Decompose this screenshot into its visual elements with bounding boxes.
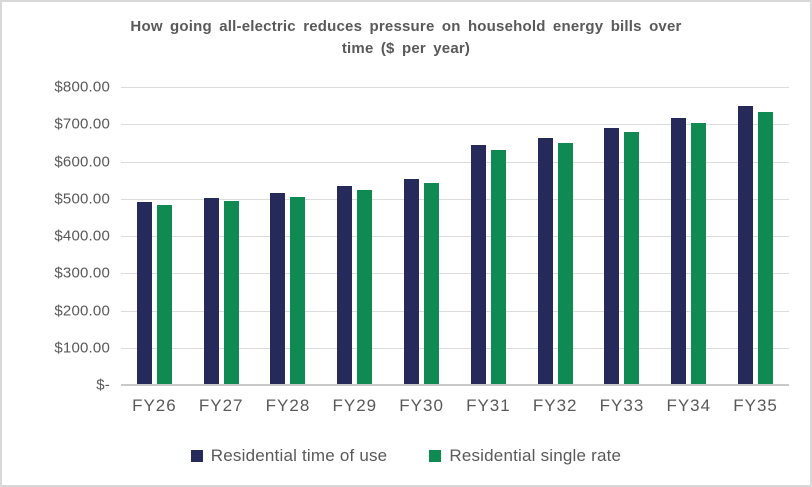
chart-title: How going all-electric reduces pressure … bbox=[66, 16, 746, 60]
legend: Residential time of use Residential singl… bbox=[2, 446, 810, 466]
bar-residential-time-of-use bbox=[738, 106, 754, 385]
x-tick-label: FY29 bbox=[332, 396, 378, 415]
bar-residential-time-of-use bbox=[270, 192, 286, 385]
bar-residential-time-of-use bbox=[470, 145, 486, 385]
bar-group-fy27 bbox=[188, 87, 255, 385]
bar-residential-single-rate bbox=[691, 122, 707, 385]
bar-residential-time-of-use bbox=[404, 178, 420, 385]
bar-group-fy31 bbox=[455, 87, 522, 385]
gridline bbox=[121, 161, 789, 163]
x-tick-label: FY35 bbox=[733, 396, 778, 415]
gridline bbox=[121, 198, 789, 200]
x-tick-label: FY31 bbox=[466, 396, 511, 415]
chart-title-line-1: How going all-electric reduces pressure … bbox=[130, 18, 682, 35]
x-tick-label: FY27 bbox=[198, 396, 244, 415]
legend-label: Residential time of use bbox=[210, 446, 388, 465]
x-axis: FY26 FY27 FY28 FY29 FY30 FY31 FY32 FY33 FY34 FY35 bbox=[121, 396, 789, 416]
legend-label: Residential single rate bbox=[449, 446, 622, 465]
bar-residential-time-of-use bbox=[671, 118, 687, 385]
legend-swatch-icon bbox=[190, 450, 203, 462]
y-tick-label: $800.00 bbox=[54, 78, 110, 96]
x-tick-label: FY28 bbox=[265, 396, 311, 415]
bar-residential-single-rate bbox=[223, 201, 239, 385]
bar-group-fy26 bbox=[121, 87, 188, 385]
bar-residential-single-rate bbox=[490, 149, 506, 385]
bar-residential-single-rate bbox=[156, 205, 172, 385]
bar-group-fy28 bbox=[255, 87, 322, 385]
y-tick-label: $200.00 bbox=[54, 302, 110, 319]
bar-residential-time-of-use bbox=[537, 138, 553, 385]
x-axis-line bbox=[121, 384, 789, 386]
x-tick-label: FY34 bbox=[666, 396, 712, 415]
bar-residential-single-rate bbox=[624, 132, 640, 385]
y-tick-label: $100.00 bbox=[54, 339, 110, 357]
bar-residential-single-rate bbox=[290, 196, 306, 385]
y-tick-label: $300.00 bbox=[54, 264, 110, 282]
bar-residential-single-rate bbox=[557, 142, 573, 385]
legend-swatch-icon bbox=[429, 450, 442, 462]
bar-residential-single-rate bbox=[758, 111, 774, 385]
y-tick-label: $700.00 bbox=[54, 115, 110, 133]
bar-groups bbox=[121, 87, 789, 385]
chart-title-line-2: time ($ per year) bbox=[341, 40, 471, 57]
gridline bbox=[121, 347, 789, 349]
x-tick-label: FY26 bbox=[132, 396, 177, 415]
y-tick-label: $400.00 bbox=[54, 227, 110, 245]
x-tick-label: FY32 bbox=[532, 396, 578, 415]
legend-item-residential-single-rate: Residential single rate bbox=[429, 446, 621, 466]
bar-residential-single-rate bbox=[357, 190, 373, 385]
x-tick-label: FY30 bbox=[399, 396, 444, 415]
bar-residential-time-of-use bbox=[136, 202, 152, 385]
bar-group-fy33 bbox=[589, 87, 656, 385]
legend-item-residential-time-of-use: Residential time of use bbox=[190, 446, 388, 466]
gridline bbox=[121, 236, 789, 237]
y-tick-label: $600.00 bbox=[54, 153, 110, 170]
x-tick-label: FY33 bbox=[599, 396, 645, 415]
gridline bbox=[121, 87, 789, 88]
bar-residential-time-of-use bbox=[604, 128, 620, 385]
bar-residential-single-rate bbox=[424, 183, 440, 385]
gridline bbox=[121, 273, 789, 275]
bar-residential-time-of-use bbox=[337, 185, 353, 385]
plot-area bbox=[121, 87, 789, 386]
y-axis: $800.00 $700.00 $600.00 $500.00 $400.00 $300.… bbox=[2, 79, 110, 394]
bar-group-fy32 bbox=[522, 87, 589, 385]
bar-group-fy35 bbox=[722, 87, 789, 385]
gridline bbox=[121, 124, 789, 126]
gridline bbox=[121, 310, 789, 312]
bar-group-fy30 bbox=[388, 87, 455, 385]
y-tick-label: $500.00 bbox=[54, 190, 110, 208]
bar-residential-time-of-use bbox=[203, 197, 219, 385]
y-tick-label: $- bbox=[96, 376, 110, 394]
bar-group-fy34 bbox=[655, 87, 722, 385]
bar-group-fy29 bbox=[321, 87, 388, 385]
